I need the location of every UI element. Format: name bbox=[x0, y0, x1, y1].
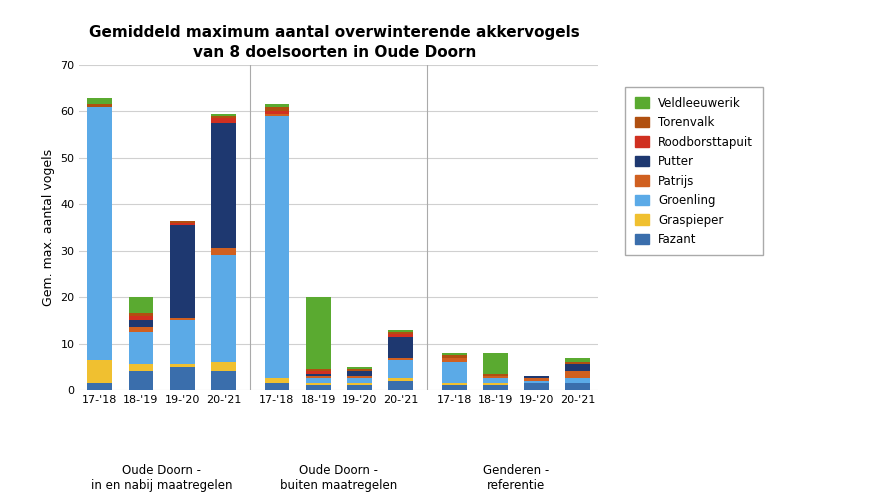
Bar bbox=[128, 316, 153, 320]
Bar bbox=[566, 383, 590, 390]
Bar bbox=[211, 116, 236, 118]
Bar bbox=[211, 362, 236, 372]
Bar bbox=[388, 334, 413, 336]
Bar bbox=[566, 362, 590, 364]
Bar bbox=[388, 378, 413, 380]
Bar bbox=[170, 367, 194, 390]
Bar bbox=[566, 378, 590, 383]
Bar bbox=[211, 123, 236, 248]
Bar bbox=[442, 358, 466, 362]
Bar bbox=[483, 386, 508, 390]
Bar bbox=[87, 98, 112, 104]
Bar bbox=[265, 112, 290, 114]
Text: Oude Doorn -
in en nabij maatregelen: Oude Doorn - in en nabij maatregelen bbox=[91, 464, 232, 492]
Bar bbox=[524, 380, 549, 383]
Bar bbox=[347, 378, 371, 383]
Bar bbox=[265, 114, 290, 116]
Bar bbox=[306, 383, 331, 386]
Bar bbox=[442, 362, 466, 383]
Bar bbox=[388, 380, 413, 390]
Bar bbox=[347, 386, 371, 390]
Y-axis label: Gem. max. aantal vogels: Gem. max. aantal vogels bbox=[41, 149, 55, 306]
Text: Oude Doorn -
buiten maatregelen: Oude Doorn - buiten maatregelen bbox=[280, 464, 398, 492]
Bar bbox=[87, 360, 112, 383]
Bar bbox=[170, 225, 194, 318]
Text: Genderen -
referentie: Genderen - referentie bbox=[483, 464, 549, 492]
Bar bbox=[265, 383, 290, 390]
Bar bbox=[128, 372, 153, 390]
Bar bbox=[306, 378, 331, 383]
Bar bbox=[347, 369, 371, 372]
Bar bbox=[128, 364, 153, 372]
Bar bbox=[265, 116, 290, 378]
Bar bbox=[442, 383, 466, 386]
Bar bbox=[388, 358, 413, 360]
Text: Gemiddeld maximum aantal overwinterende akkervogels
van 8 doelsoorten in Oude Do: Gemiddeld maximum aantal overwinterende … bbox=[89, 25, 580, 60]
Bar bbox=[388, 330, 413, 332]
Bar bbox=[524, 376, 549, 378]
Bar bbox=[442, 386, 466, 390]
Bar bbox=[483, 376, 508, 378]
Bar bbox=[347, 383, 371, 386]
Bar bbox=[87, 383, 112, 390]
Bar bbox=[170, 220, 194, 223]
Bar bbox=[87, 107, 112, 360]
Bar bbox=[306, 374, 331, 376]
Bar bbox=[170, 364, 194, 367]
Bar bbox=[170, 223, 194, 225]
Bar bbox=[306, 297, 331, 369]
Bar bbox=[566, 358, 590, 362]
Bar bbox=[483, 383, 508, 386]
Bar bbox=[265, 104, 290, 107]
Bar bbox=[265, 378, 290, 383]
Bar bbox=[211, 372, 236, 390]
Bar bbox=[524, 378, 549, 380]
Bar bbox=[306, 372, 331, 374]
Bar bbox=[128, 320, 153, 328]
Bar bbox=[347, 367, 371, 369]
Bar bbox=[483, 374, 508, 376]
Bar bbox=[128, 314, 153, 316]
Bar bbox=[211, 114, 236, 116]
Bar bbox=[442, 355, 466, 358]
Bar bbox=[347, 372, 371, 376]
Bar bbox=[524, 383, 549, 390]
Bar bbox=[388, 332, 413, 334]
Bar bbox=[128, 297, 153, 314]
Bar bbox=[128, 332, 153, 364]
Bar bbox=[306, 376, 331, 378]
Bar bbox=[483, 353, 508, 374]
Bar bbox=[170, 320, 194, 364]
Bar bbox=[442, 353, 466, 355]
Bar bbox=[87, 104, 112, 107]
Bar bbox=[306, 369, 331, 372]
Bar bbox=[211, 248, 236, 256]
Bar bbox=[265, 107, 290, 112]
Bar bbox=[388, 336, 413, 357]
Bar bbox=[211, 118, 236, 123]
Bar bbox=[347, 376, 371, 378]
Bar bbox=[170, 318, 194, 320]
Bar bbox=[128, 328, 153, 332]
Bar bbox=[566, 372, 590, 378]
Bar bbox=[211, 256, 236, 362]
Bar bbox=[483, 378, 508, 383]
Bar bbox=[306, 386, 331, 390]
Bar bbox=[566, 364, 590, 372]
Bar bbox=[388, 360, 413, 378]
Legend: Veldleeuwerik, Torenvalk, Roodborsttapuit, Putter, Patrijs, Groenling, Graspiepe: Veldleeuwerik, Torenvalk, Roodborsttapui… bbox=[625, 87, 763, 256]
